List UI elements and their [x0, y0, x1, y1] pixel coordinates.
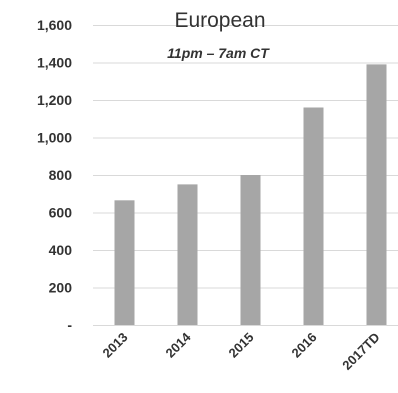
y-tick-label: 1,000 — [37, 130, 72, 146]
y-tick-label: 1,600 — [37, 17, 72, 33]
y-axis-tick-labels: - 200 400 600 800 1,000 1,200 1,400 1,600 — [37, 17, 72, 333]
bars — [114, 64, 387, 325]
x-tick-label-2017TD: 2017TD — [339, 330, 382, 373]
y-tick-label: 1,200 — [37, 92, 72, 108]
bar-2014 — [177, 184, 198, 325]
x-axis-tick-labels: 2013 2014 2015 2016 2017TD — [100, 329, 383, 373]
chart-subtitle: 11pm – 7am CT — [167, 45, 270, 61]
bar-2017TD — [366, 64, 387, 325]
x-tick-label-2016: 2016 — [289, 330, 320, 361]
x-tick-label-2015: 2015 — [226, 330, 257, 361]
y-tick-label: 200 — [49, 280, 73, 296]
y-tick-label: 400 — [49, 242, 73, 258]
y-tick-label: 800 — [49, 167, 73, 183]
chart-title: European — [174, 9, 265, 32]
bar-2016 — [303, 107, 324, 325]
y-tick-label: 600 — [49, 205, 73, 221]
y-tick-label: - — [67, 317, 72, 333]
y-tick-label: 1,400 — [37, 55, 72, 71]
bar-2015 — [240, 175, 261, 325]
x-tick-label-2013: 2013 — [100, 330, 131, 361]
x-tick-label-2014: 2014 — [163, 329, 195, 361]
bar-2013 — [114, 200, 135, 325]
